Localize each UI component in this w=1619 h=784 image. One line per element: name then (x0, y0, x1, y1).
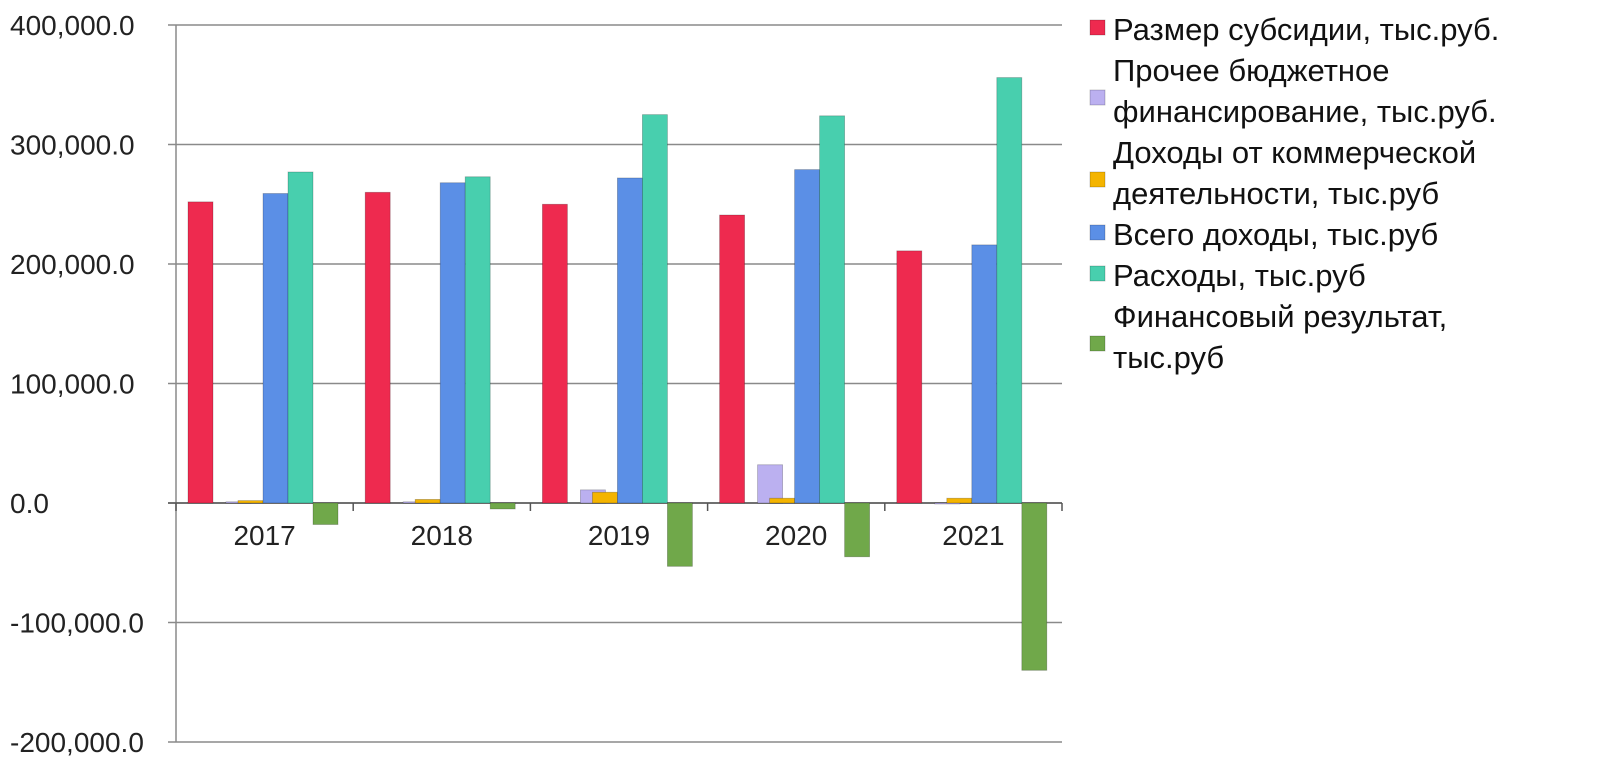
legend-label: Всего доходы, тыс.руб (1113, 217, 1438, 252)
legend-label: Прочее бюджетное (1113, 53, 1390, 88)
legend-label: тыс.руб (1113, 340, 1224, 375)
bar-2020-series-1 (719, 214, 745, 504)
bar-2020-series-5 (819, 115, 845, 504)
legend-label: Финансовый результат, (1113, 299, 1447, 334)
bar-2021-series-5 (996, 77, 1023, 504)
bar-2018-series-6 (489, 502, 516, 510)
x-tick-label: 2019 (588, 520, 650, 551)
legend-swatch (1089, 265, 1106, 282)
x-axis-tick-labels: 2017 2018 2019 2020 2021 (233, 520, 1004, 551)
bar-2017-series-4 (262, 193, 289, 504)
bar-2017-series-1 (187, 201, 214, 504)
bar-2019-series-5 (642, 114, 668, 504)
y-tick-label: -200,000.0 (10, 727, 144, 758)
y-tick-label: -100,000.0 (10, 608, 144, 639)
legend-swatch (1089, 171, 1106, 188)
bar-2021-series-6 (1021, 502, 1048, 671)
legend-swatch (1089, 224, 1106, 241)
y-tick-label: 100,000.0 (10, 369, 135, 400)
y-tick-label: 300,000.0 (10, 130, 135, 161)
bar-2021-series-4 (971, 244, 998, 504)
bar-2021-series-1 (896, 250, 923, 504)
bar-2019-series-6 (667, 502, 693, 567)
bar-2018-series-4 (439, 182, 466, 504)
legend-label: финансирование, тыс.руб. (1113, 94, 1497, 129)
bar-2019-series-3 (592, 491, 618, 504)
bar-2019-series-4 (617, 177, 643, 504)
x-tick-label: 2017 (233, 520, 295, 551)
x-tick-label: 2020 (765, 520, 827, 551)
legend-swatch (1089, 89, 1106, 106)
bar-2017-series-3 (237, 500, 264, 504)
legend: Размер субсидии, тыс.руб. Прочее бюджетно… (1089, 12, 1499, 375)
y-tick-label: 0.0 (10, 488, 49, 519)
legend-swatch (1089, 335, 1106, 352)
bar-2020-series-4 (794, 169, 820, 504)
legend-label: Доходы от коммерческой (1113, 135, 1476, 170)
bar-2020-series-6 (844, 502, 870, 558)
bars (187, 77, 1048, 671)
legend-label: деятельности, тыс.руб (1113, 176, 1439, 211)
bar-2020-series-3 (769, 497, 795, 504)
bar-2017-series-5 (287, 171, 314, 504)
legend-label: Размер субсидии, тыс.руб. (1113, 12, 1499, 47)
y-axis-tick-labels: -200,000.0 -100,000.0 0.0 100,000.0 200,000.… (10, 10, 144, 758)
legend-label: Расходы, тыс.руб (1113, 258, 1366, 293)
bar-2018-series-3 (414, 499, 441, 504)
bar-2020-series-2 (757, 464, 783, 504)
bar-2021-series-3 (946, 497, 973, 504)
x-tick-label: 2021 (942, 520, 1004, 551)
bar-2018-series-1 (364, 191, 391, 504)
bar-2018-series-5 (464, 176, 491, 504)
bar-2017-series-6 (312, 502, 339, 525)
x-tick-label: 2018 (411, 520, 473, 551)
y-tick-label: 200,000.0 (10, 249, 135, 280)
legend-swatch (1089, 19, 1106, 36)
y-tick-label: 400,000.0 (10, 10, 135, 41)
bar-2019-series-1 (542, 203, 568, 504)
